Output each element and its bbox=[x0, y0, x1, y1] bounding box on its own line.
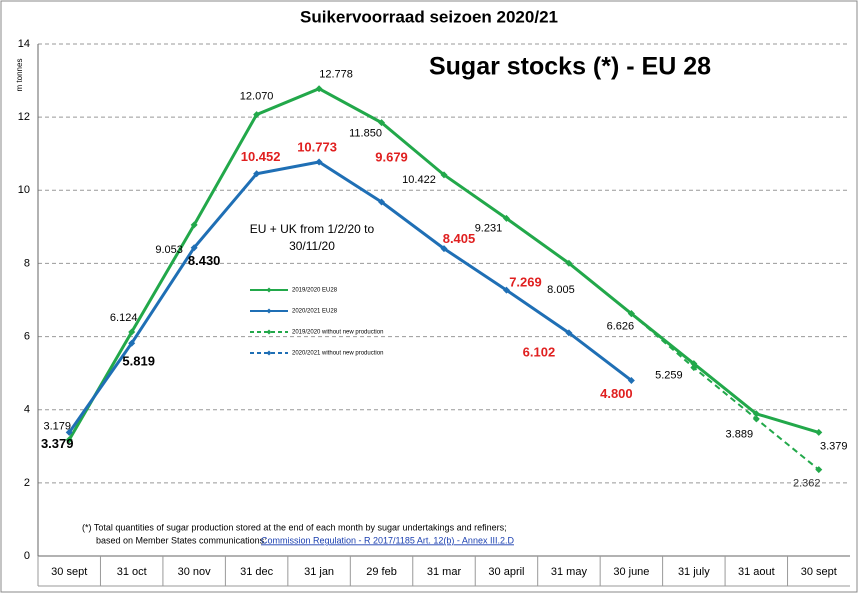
point-marker bbox=[502, 214, 510, 222]
x-tick-label: 30 june bbox=[613, 566, 649, 578]
chart-title: Suikervoorraad seizoen 2020/21 bbox=[300, 7, 558, 26]
point-marker bbox=[690, 360, 698, 368]
data-label: 9.053 bbox=[155, 244, 183, 256]
point-marker bbox=[565, 329, 573, 337]
data-label: 10.422 bbox=[402, 174, 436, 186]
data-label: 4.800 bbox=[600, 386, 633, 401]
point-marker bbox=[128, 328, 136, 336]
legend-label: 2019/2020 without new production bbox=[292, 330, 383, 336]
data-label: 7.269 bbox=[509, 275, 542, 290]
point-marker bbox=[190, 244, 198, 252]
y-tick-label: 10 bbox=[18, 184, 30, 196]
data-label: 6.124 bbox=[110, 312, 138, 324]
point-marker bbox=[440, 245, 448, 253]
x-tick-label: 29 feb bbox=[366, 566, 397, 578]
x-tick-label: 30 nov bbox=[178, 566, 212, 578]
footnote: (*) Total quantities of sugar production… bbox=[82, 522, 507, 532]
data-label: 11.850 bbox=[349, 128, 382, 140]
y-tick-label: 8 bbox=[24, 257, 30, 269]
point-marker bbox=[315, 85, 323, 93]
data-label: 8.430 bbox=[188, 253, 221, 268]
data-label: 3.179 bbox=[43, 421, 71, 433]
data-label: 3.379 bbox=[820, 440, 848, 452]
point-marker bbox=[815, 428, 823, 436]
data-label: 3.379 bbox=[41, 436, 74, 451]
data-label: 9.231 bbox=[475, 222, 503, 234]
y-tick-label: 14 bbox=[18, 38, 30, 50]
legend-marker bbox=[266, 308, 272, 314]
legend-marker bbox=[266, 287, 272, 293]
footnote: based on Member States communications: bbox=[96, 535, 267, 545]
point-marker bbox=[378, 119, 386, 127]
chart-subtitle: Sugar stocks (*) - EU 28 bbox=[429, 53, 711, 81]
x-tick-label: 31 oct bbox=[117, 566, 147, 578]
point-marker bbox=[815, 466, 823, 474]
y-tick-label: 4 bbox=[24, 404, 30, 416]
point-marker bbox=[440, 171, 448, 179]
data-label: 2.362 bbox=[793, 478, 821, 490]
legend-label: 2020/2021 EU28 bbox=[292, 309, 338, 315]
series-line bbox=[630, 312, 820, 471]
data-label: 3.889 bbox=[726, 429, 754, 441]
point-marker bbox=[752, 410, 760, 418]
series-line bbox=[68, 160, 633, 434]
y-tick-label: 0 bbox=[24, 550, 30, 562]
x-tick-label: 31 july bbox=[678, 566, 710, 578]
point-marker bbox=[253, 111, 261, 119]
annotation: 30/11/20 bbox=[289, 239, 335, 253]
x-tick-label: 31 dec bbox=[240, 566, 274, 578]
point-marker bbox=[378, 198, 386, 206]
point-marker bbox=[315, 158, 323, 166]
x-tick-label: 31 may bbox=[551, 566, 588, 578]
point-marker bbox=[565, 259, 573, 267]
data-label: 10.452 bbox=[241, 149, 281, 164]
x-tick-label: 30 april bbox=[488, 566, 524, 578]
legend-marker bbox=[266, 350, 272, 356]
point-marker bbox=[128, 339, 136, 347]
data-label: 8.405 bbox=[443, 231, 476, 246]
point-marker bbox=[65, 428, 73, 436]
x-tick-label: 31 mar bbox=[427, 566, 462, 578]
legend-label: 2020/2021 without new production bbox=[292, 351, 383, 357]
y-axis-label: m tonnes bbox=[15, 59, 24, 92]
data-label: 5.819 bbox=[122, 354, 155, 369]
legend-label: 2019/2020 EU28 bbox=[292, 288, 338, 294]
point-marker bbox=[627, 376, 635, 384]
y-tick-label: 6 bbox=[24, 330, 30, 342]
point-marker bbox=[627, 310, 635, 318]
x-tick-label: 31 aout bbox=[738, 566, 775, 578]
point-marker bbox=[190, 221, 198, 229]
data-label: 12.778 bbox=[319, 69, 353, 81]
point-marker bbox=[752, 415, 760, 423]
data-label: 9.679 bbox=[375, 149, 408, 164]
legend-marker bbox=[266, 329, 272, 335]
data-label: 10.773 bbox=[297, 139, 337, 154]
x-tick-label: 30 sept bbox=[801, 566, 837, 578]
y-tick-label: 2 bbox=[24, 477, 30, 489]
point-marker bbox=[65, 436, 73, 444]
point-marker bbox=[502, 286, 510, 294]
x-tick-label: 30 sept bbox=[51, 566, 87, 578]
y-tick-label: 12 bbox=[18, 111, 30, 123]
point-marker bbox=[690, 364, 698, 372]
point-marker bbox=[253, 170, 261, 178]
data-label: 6.102 bbox=[523, 344, 556, 359]
footnote-link[interactable]: Commission Regulation - R 2017/1185 Art.… bbox=[261, 535, 514, 545]
x-tick-label: 31 jan bbox=[304, 566, 334, 578]
data-label: 5.259 bbox=[655, 370, 683, 382]
data-label: 6.626 bbox=[607, 321, 635, 333]
annotation: EU + UK from 1/2/20 to bbox=[250, 222, 375, 236]
data-label: 12.070 bbox=[240, 90, 274, 102]
data-label: 8.005 bbox=[547, 284, 575, 296]
